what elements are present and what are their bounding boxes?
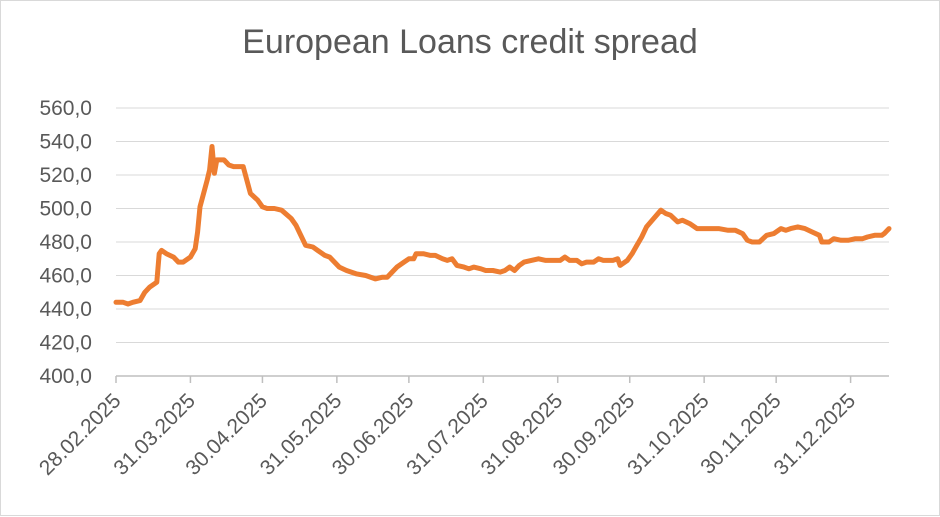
series-line xyxy=(116,147,889,305)
y-tick-label: 400,0 xyxy=(39,365,92,388)
y-tick-label: 500,0 xyxy=(39,198,92,221)
y-tick-label: 520,0 xyxy=(39,164,92,187)
y-tick-label: 460,0 xyxy=(39,265,92,288)
x-axis: 28.02.202531.03.202530.04.202531.05.2025… xyxy=(35,376,889,480)
y-tick-label: 480,0 xyxy=(39,231,92,254)
gridlines xyxy=(116,108,889,343)
y-tick-label: 560,0 xyxy=(39,97,92,120)
y-tick-label: 420,0 xyxy=(39,332,92,355)
y-tick-label: 440,0 xyxy=(39,298,92,321)
y-tick-label: 540,0 xyxy=(39,131,92,154)
x-tick-label: 31.12.2025 xyxy=(770,389,861,480)
series-layer xyxy=(116,146,889,304)
y-axis-ticks: 400,0 420,0 440,0 460,0 480,0 500,0 520,0 540,0… xyxy=(39,97,92,388)
